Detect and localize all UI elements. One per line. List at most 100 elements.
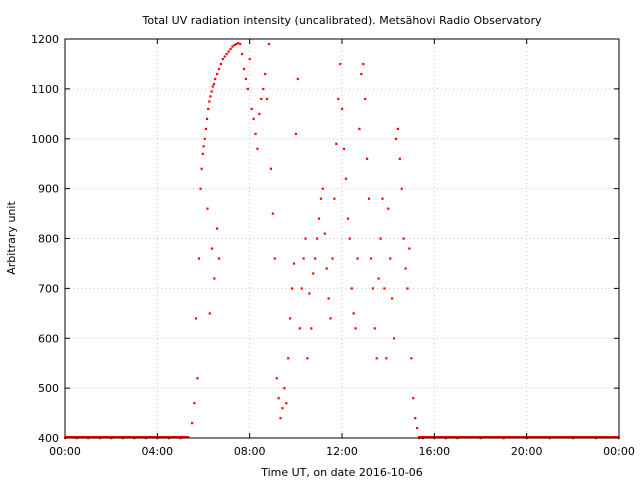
- y-tick-label: 400: [38, 432, 59, 445]
- data-point: [267, 42, 271, 46]
- data-point: [414, 417, 417, 420]
- data-point: [394, 137, 398, 140]
- data-point: [248, 57, 251, 61]
- data-point: [387, 207, 390, 210]
- data-point: [237, 41, 240, 45]
- data-point: [398, 157, 401, 160]
- x-tick-label: 20:00: [511, 445, 543, 458]
- data-point: [404, 267, 407, 270]
- data-point: [203, 137, 206, 140]
- data-point: [244, 77, 248, 81]
- data-point: [344, 177, 348, 180]
- data-point: [310, 327, 313, 330]
- data-point: [193, 402, 196, 405]
- data-point: [329, 317, 332, 320]
- data-point: [308, 292, 311, 295]
- data-point: [321, 187, 324, 190]
- data-point: [346, 217, 349, 220]
- data-point: [304, 237, 307, 240]
- data-point: [221, 57, 224, 61]
- data-point: [371, 287, 374, 290]
- data-point: [214, 77, 217, 81]
- y-tick-label: 900: [38, 183, 59, 196]
- chart-title: Total UV radiation intensity (uncalibrat…: [142, 14, 542, 27]
- data-point: [202, 145, 205, 148]
- data-point: [298, 327, 301, 330]
- data-point: [294, 132, 298, 135]
- data-point: [354, 327, 357, 330]
- data-point: [360, 72, 363, 76]
- data-point: [279, 417, 282, 420]
- data-point: [392, 337, 396, 340]
- data-point: [364, 97, 367, 101]
- data-point: [362, 62, 365, 66]
- data-point: [250, 107, 253, 111]
- data-point: [381, 197, 384, 200]
- data-point: [211, 85, 214, 88]
- data-point: [312, 272, 315, 275]
- x-tick-label: 08:00: [234, 445, 266, 458]
- data-point: [265, 97, 269, 101]
- data-point: [258, 112, 261, 116]
- data-point: [290, 287, 294, 290]
- data-point: [235, 42, 238, 46]
- data-point: [379, 237, 382, 240]
- data-point: [213, 277, 216, 280]
- data-point: [231, 45, 234, 48]
- data-point: [331, 257, 334, 260]
- data-point: [358, 127, 361, 130]
- x-tick-label: 16:00: [418, 445, 450, 458]
- data-point: [201, 152, 204, 155]
- data-point: [217, 257, 221, 260]
- data-point: [242, 67, 246, 71]
- data-point: [281, 407, 284, 410]
- data-point: [406, 287, 409, 290]
- data-point: [208, 100, 211, 103]
- data-point: [385, 357, 388, 360]
- data-point: [215, 227, 219, 230]
- x-axis-ticks: 00:00 04:00 08:00 12:00 16:00 20:00 00:00: [49, 39, 635, 458]
- y-tick-label: 1200: [31, 33, 59, 46]
- data-point: [356, 257, 359, 260]
- data-point: [264, 72, 267, 76]
- data-point: [342, 147, 346, 150]
- y-tick-label: 800: [38, 233, 59, 246]
- data-point: [229, 47, 232, 51]
- data-point: [217, 67, 221, 71]
- data-point: [375, 357, 378, 360]
- data-point: [323, 232, 326, 235]
- data-point: [196, 377, 199, 380]
- data-point: [210, 247, 214, 250]
- data-point: [287, 357, 290, 360]
- data-point: [271, 212, 274, 215]
- data-point: [339, 62, 342, 66]
- data-point: [350, 287, 353, 290]
- data-point: [285, 402, 288, 405]
- data-point: [208, 312, 211, 315]
- data-point: [335, 142, 338, 145]
- y-tick-label: 500: [38, 382, 59, 395]
- data-point: [416, 427, 419, 430]
- data-point: [383, 287, 386, 290]
- data-point: [367, 197, 371, 200]
- data-point: [396, 127, 399, 130]
- data-point: [277, 397, 280, 400]
- data-point: [197, 257, 201, 260]
- data-point: [348, 237, 351, 240]
- data-point: [269, 167, 273, 170]
- data-point: [302, 257, 305, 260]
- data-point: [215, 72, 219, 76]
- y-tick-label: 1100: [31, 83, 59, 96]
- y-tick-label: 700: [38, 282, 59, 295]
- data-point: [209, 95, 212, 98]
- data-point: [289, 317, 292, 320]
- data-point: [225, 52, 228, 56]
- data-point: [219, 62, 223, 66]
- data-point: [292, 262, 296, 265]
- data-point: [400, 187, 403, 190]
- x-tick-label: 00:00: [49, 445, 81, 458]
- data-point: [260, 97, 263, 101]
- y-tick-label: 600: [38, 332, 59, 345]
- data-point: [227, 50, 230, 53]
